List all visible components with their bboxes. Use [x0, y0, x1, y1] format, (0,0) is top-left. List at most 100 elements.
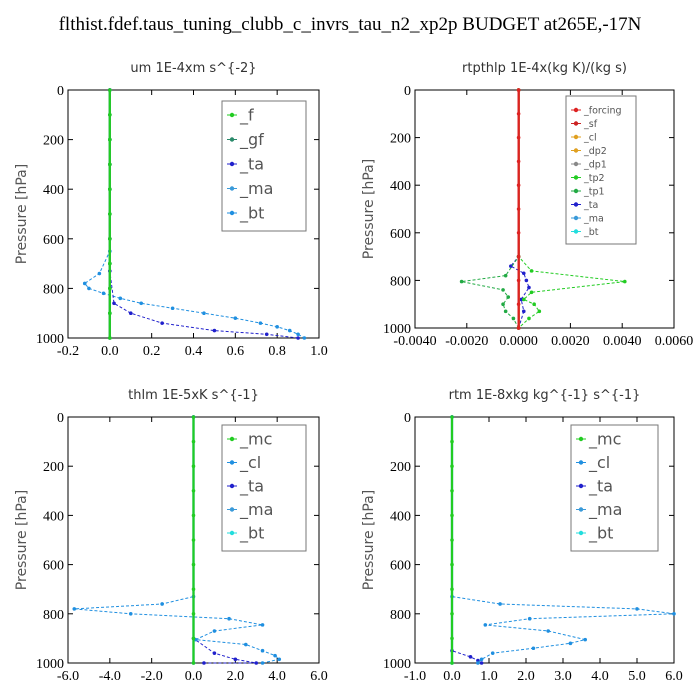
data-point — [202, 661, 206, 665]
data-point — [128, 311, 133, 316]
data-point — [516, 159, 521, 164]
data-point — [277, 657, 282, 662]
legend-marker — [229, 507, 235, 512]
data-point — [635, 607, 639, 611]
x-tick-label: 5.0 — [628, 669, 646, 684]
x-tick-label: -6.0 — [57, 669, 79, 684]
y-tick-label: 1000 — [383, 657, 411, 672]
legend-entry: _ma — [583, 213, 604, 224]
legend-marker — [229, 186, 235, 191]
data-point — [191, 661, 196, 665]
y-tick-label: 600 — [390, 559, 411, 574]
series-forcing — [516, 88, 521, 330]
panel-title: um 1E-4xm s^{-2} — [130, 61, 256, 76]
legend-entry: _ta — [583, 200, 598, 211]
data-point — [450, 612, 454, 616]
series-ta — [450, 415, 484, 665]
data-point — [260, 661, 265, 665]
series-tp1 — [459, 88, 521, 330]
x-tick-label: 0.0040 — [603, 334, 642, 349]
figure-title: flthist.fdef.taus_tuning_clubb_c_invrs_t… — [58, 14, 642, 35]
data-point — [212, 328, 217, 333]
data-point — [527, 616, 532, 621]
y-tick-label: 800 — [43, 608, 64, 623]
series-line — [74, 417, 281, 664]
chart-panel-2: rtpthlp 1E-4x(kg K)/(kg s) Pressure [hPa]… — [361, 61, 693, 349]
x-tick-label: 2.0 — [517, 669, 535, 684]
legend-marker — [578, 507, 584, 512]
legend-marker — [573, 215, 579, 221]
legend-entry: _forcing — [583, 105, 622, 116]
x-tick-label: -0.0040 — [393, 334, 436, 349]
legend-entry: _ma — [588, 500, 622, 520]
data-point — [490, 651, 495, 655]
series-line — [451, 417, 675, 664]
data-point — [479, 661, 484, 665]
series-mc — [191, 415, 196, 665]
data-point — [516, 302, 521, 307]
series-f — [108, 88, 112, 340]
y-axis-label: Pressure [hPa] — [361, 159, 377, 259]
data-point — [529, 290, 534, 295]
data-point — [516, 88, 521, 92]
data-point — [275, 325, 279, 329]
legend-marker — [573, 229, 579, 234]
data-point — [108, 261, 112, 266]
x-tick-label: 6.0 — [665, 669, 683, 684]
x-tick-label: 6.0 — [310, 669, 328, 684]
data-point — [108, 286, 112, 291]
data-point — [450, 661, 454, 665]
data-point — [450, 587, 454, 591]
series-line — [451, 417, 482, 664]
y-tick-label: 600 — [43, 233, 64, 248]
data-point — [202, 311, 206, 316]
data-point — [483, 623, 488, 627]
legend-marker — [229, 483, 235, 489]
data-point — [128, 612, 133, 616]
data-point — [511, 316, 516, 321]
data-point — [139, 301, 144, 306]
legend-marker — [229, 161, 235, 167]
legend-entry: _mc — [239, 430, 272, 450]
data-point — [87, 286, 91, 291]
x-tick-label: -0.2 — [57, 344, 79, 359]
y-tick-label: 600 — [390, 227, 411, 242]
data-point — [468, 655, 473, 659]
legend: _f _gf _ta _ma _bt — [221, 100, 307, 232]
legend-marker — [578, 530, 584, 536]
data-point — [170, 306, 175, 311]
y-tick-label: 0 — [404, 411, 411, 426]
data-point — [108, 187, 112, 191]
legend-entry: _cl — [588, 453, 610, 473]
y-tick-label: 0 — [57, 411, 64, 426]
data-point — [516, 231, 521, 235]
x-tick-label: -0.0020 — [445, 334, 488, 349]
data-point — [191, 538, 196, 542]
plot-frame — [414, 416, 675, 664]
legend-marker — [229, 210, 235, 216]
data-point — [260, 623, 265, 627]
y-tick-label: 200 — [43, 134, 64, 149]
x-tick-label: -1.0 — [404, 669, 426, 684]
data-point — [191, 562, 196, 567]
legend-marker — [573, 134, 579, 140]
chart-panel-1: um 1E-4xm s^{-2} Pressure [hPa] -0.2 0.0 0.2… — [14, 61, 328, 359]
legend-entry: _tp1 — [583, 186, 605, 197]
data-point — [108, 311, 112, 316]
data-point — [476, 661, 480, 665]
legend-entry: _ta — [588, 477, 613, 497]
data-point — [450, 489, 454, 493]
x-tick-label: 0.2 — [143, 344, 161, 359]
chart-panel-3: thlm 1E-5xK s^{-1} Pressure [hPa] -6.0 -4.0… — [14, 388, 328, 684]
y-tick-label: 0 — [57, 84, 64, 99]
y-axis-label: Pressure [hPa] — [361, 490, 377, 590]
data-point — [118, 296, 123, 301]
data-point — [108, 137, 112, 142]
data-point — [521, 297, 526, 302]
legend-box — [221, 424, 307, 552]
data-point — [243, 642, 248, 647]
data-point — [212, 629, 217, 633]
data-point — [273, 653, 277, 658]
legend-entry: _sf — [583, 119, 598, 130]
data-point — [233, 316, 238, 320]
